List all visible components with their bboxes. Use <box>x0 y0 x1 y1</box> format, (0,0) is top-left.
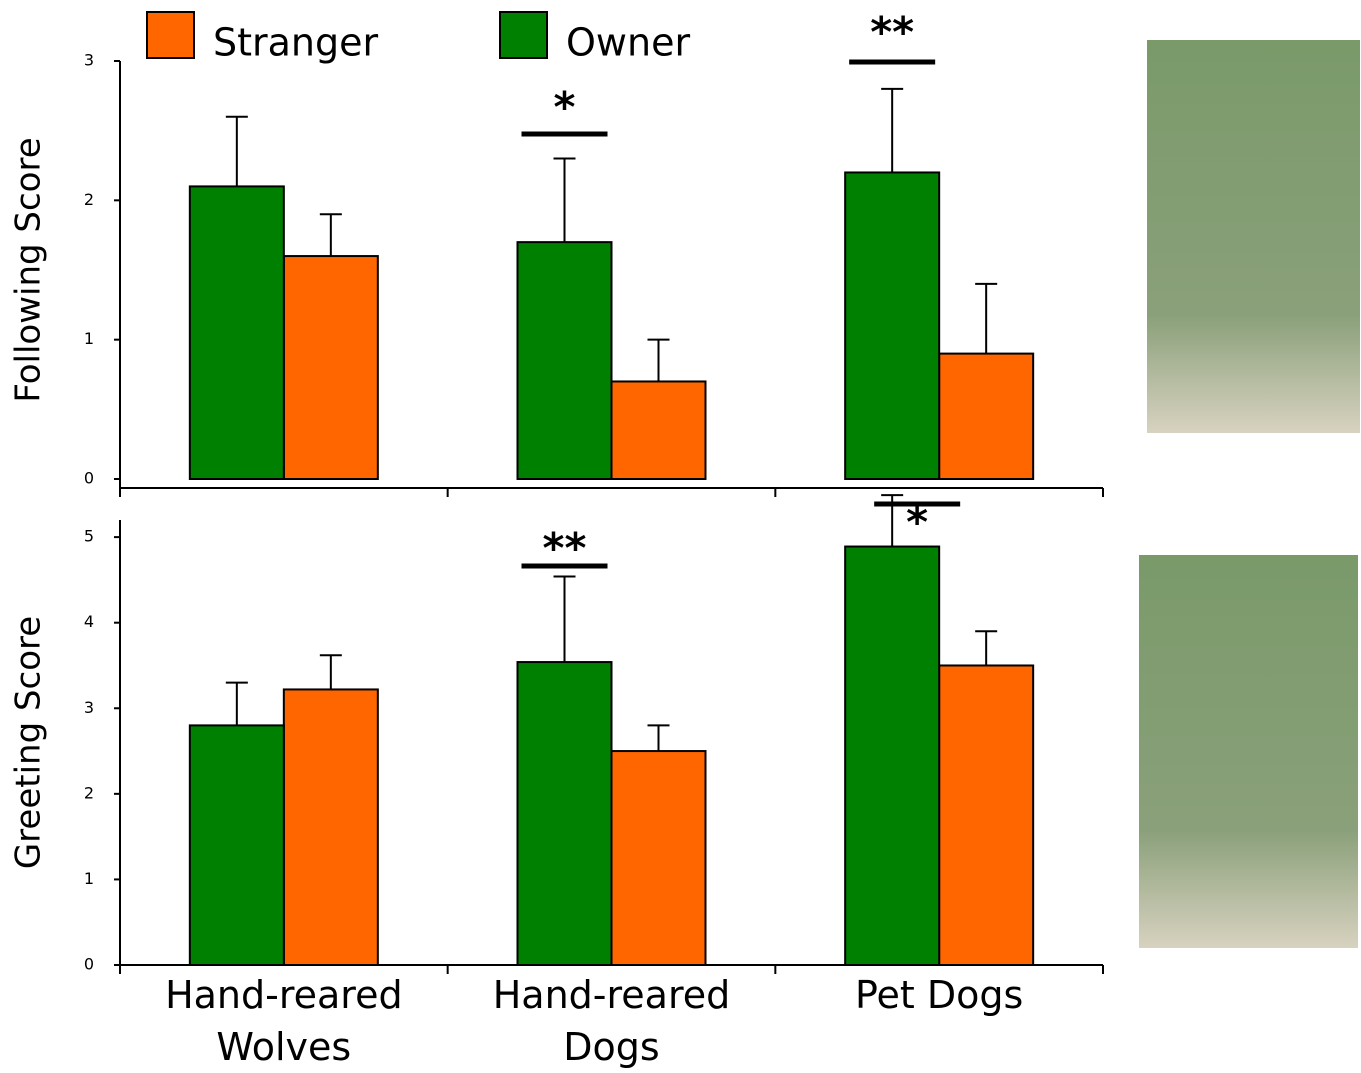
bar <box>938 664 1035 966</box>
y-tick-label: 2 <box>84 190 94 209</box>
y-tick-label: 1 <box>84 329 94 348</box>
photo <box>1147 40 1360 433</box>
bar <box>844 545 941 967</box>
photo <box>1139 555 1358 948</box>
legend-label: Stranger <box>213 21 379 65</box>
bar <box>282 255 379 481</box>
legend-label: Owner <box>566 21 690 65</box>
significance-label: * <box>906 498 928 547</box>
bar <box>844 171 941 480</box>
bar <box>516 661 613 966</box>
bar <box>938 352 1035 481</box>
significance-label: ** <box>870 8 914 57</box>
y-tick-label: 1 <box>84 869 94 888</box>
y-tick-label: 2 <box>84 783 94 802</box>
y-tick-label: 5 <box>84 527 94 546</box>
significance-label: ** <box>543 524 587 573</box>
y-axis-label: Greeting Score <box>9 616 49 869</box>
y-tick-label: 0 <box>84 955 94 974</box>
bar <box>188 724 285 967</box>
y-tick-label: 3 <box>84 698 94 717</box>
legend-swatch <box>499 11 548 59</box>
legend-swatch <box>146 11 195 59</box>
y-axis-label: Following Score <box>9 137 49 402</box>
x-tick-label: Hand-reared Wolves <box>165 973 403 1069</box>
y-tick-label: 4 <box>84 612 94 631</box>
bar <box>516 241 613 480</box>
x-tick-label: Pet Dogs <box>854 973 1024 1017</box>
y-tick-label: 3 <box>84 51 94 70</box>
bar <box>282 688 379 966</box>
y-tick-label: 0 <box>84 469 94 488</box>
significance-label: * <box>554 83 576 132</box>
bar <box>610 380 707 481</box>
bar <box>188 185 285 480</box>
bar <box>610 750 707 966</box>
x-tick-label: Hand-reared Dogs <box>492 973 731 1069</box>
